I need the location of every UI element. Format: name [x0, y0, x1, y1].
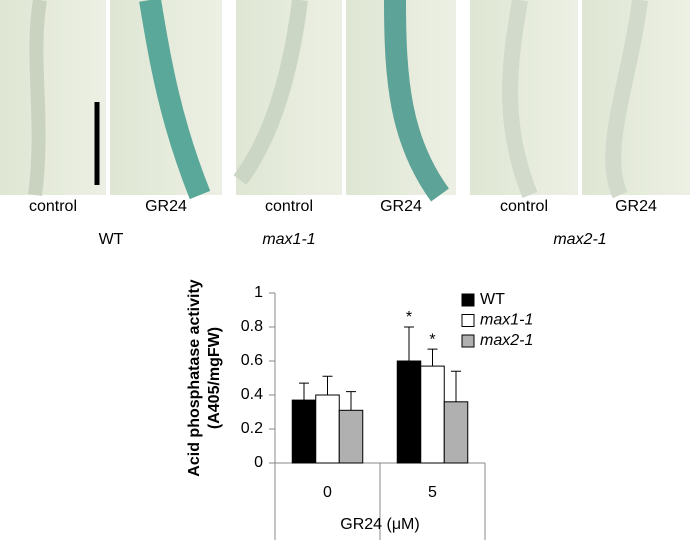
root — [139, 0, 211, 200]
photo-label: GR24 — [145, 198, 187, 215]
y-tick-label: 0.6 — [241, 352, 263, 369]
group-label: max2-1 — [553, 231, 606, 248]
legend-swatch — [461, 334, 475, 348]
photo-label: GR24 — [615, 198, 657, 215]
root — [605, 0, 648, 199]
annotation: * — [429, 331, 435, 348]
bar — [443, 401, 469, 464]
legend-swatch — [461, 293, 475, 307]
photo-label: control — [265, 198, 313, 215]
group-label: WT — [99, 231, 124, 248]
bar — [420, 365, 445, 464]
x-axis-title: GR24 (μM) — [340, 516, 419, 533]
bar — [338, 409, 364, 464]
group-label: max1-1 — [262, 231, 315, 248]
y-tick-label: 0.8 — [241, 318, 263, 335]
error-bar — [451, 370, 461, 402]
y-tick-label: 0.2 — [241, 420, 263, 437]
error-bar — [299, 382, 309, 401]
y-tick-label: 1 — [254, 284, 263, 301]
photo-label: control — [500, 198, 548, 215]
x-tick-label: 5 — [428, 484, 437, 501]
y-tick-label: 0.4 — [241, 386, 263, 403]
bar — [396, 360, 422, 464]
photos — [0, 0, 690, 202]
legend-label: max1-1 — [480, 312, 533, 329]
annotation: * — [406, 309, 412, 326]
y-axis-title: Acid phosphatase activity — [186, 279, 203, 476]
photo-label: control — [29, 198, 77, 215]
y-axis-title: (A405/mgFW) — [206, 327, 223, 429]
error-bar — [404, 326, 414, 361]
error-bar — [346, 391, 356, 411]
root — [502, 0, 538, 198]
legend-label: max2-1 — [480, 332, 533, 349]
x-tick-label: 0 — [323, 484, 332, 501]
photo — [0, 0, 106, 195]
photo-label: GR24 — [380, 198, 422, 215]
error-bar — [427, 348, 438, 367]
legend-label: WT — [480, 291, 505, 308]
legend-swatch — [461, 314, 475, 327]
error-bar — [322, 375, 333, 395]
root — [28, 0, 47, 196]
root — [233, 0, 308, 185]
bar — [315, 394, 340, 464]
root — [384, 0, 449, 202]
bar — [291, 399, 317, 464]
y-tick-label: 0 — [254, 454, 263, 471]
